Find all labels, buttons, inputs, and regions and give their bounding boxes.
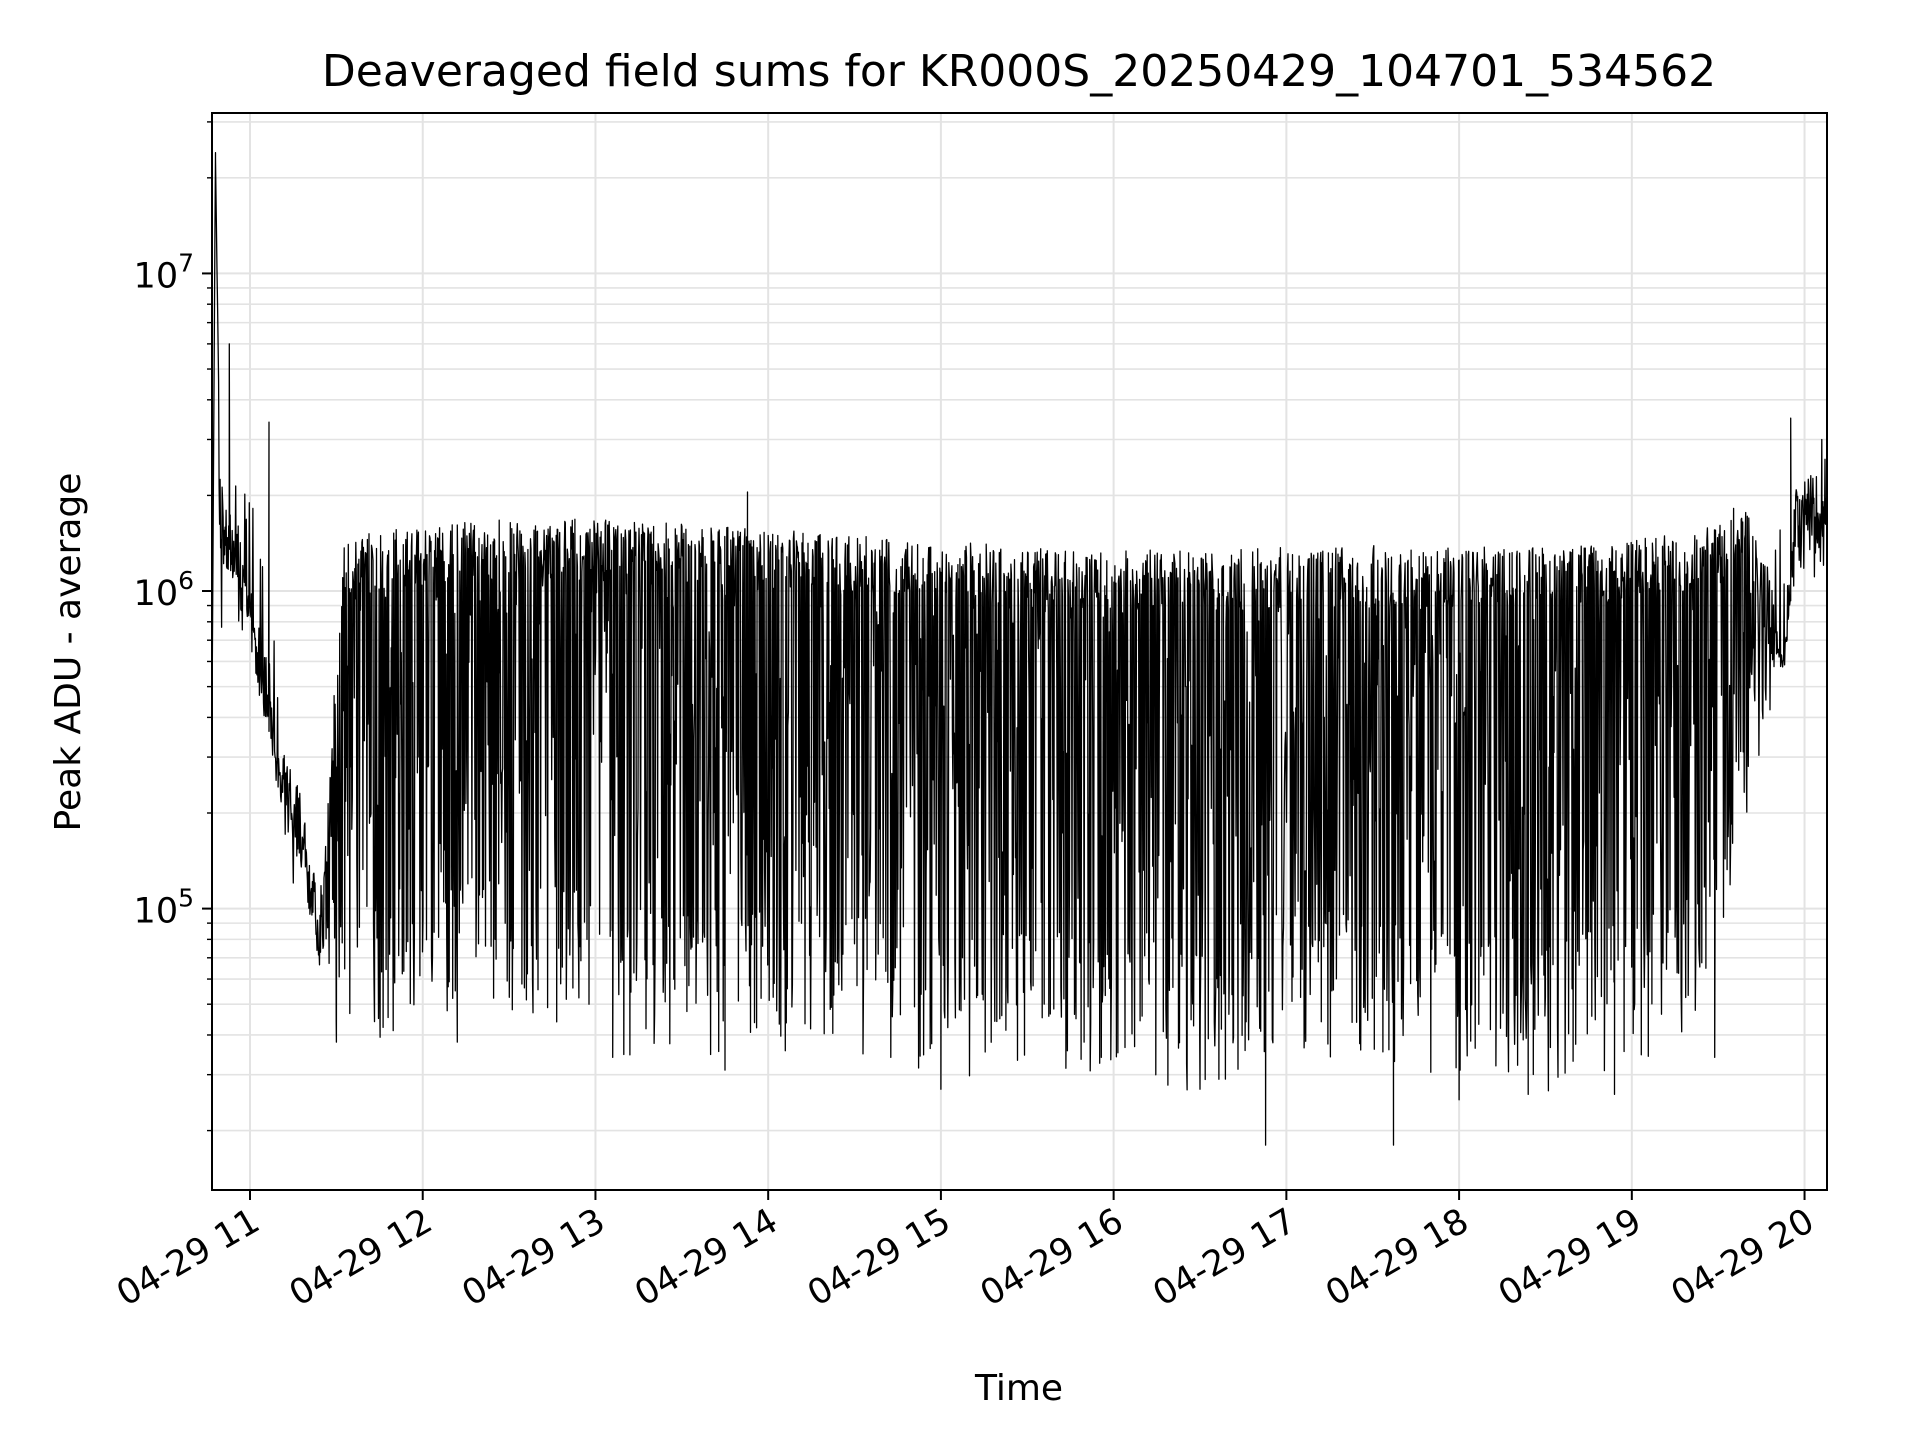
chart-title: Deaveraged field sums for KR000S_2025042… bbox=[322, 46, 1716, 97]
y-tick-label: 105 bbox=[134, 884, 194, 932]
x-axis-label: Time bbox=[974, 1368, 1063, 1409]
plot-area bbox=[211, 152, 1828, 1146]
plot-frame bbox=[211, 112, 1828, 1191]
y-tick-label: 106 bbox=[134, 566, 194, 614]
y-tick-label: 107 bbox=[134, 248, 194, 296]
series-line bbox=[211, 152, 1828, 1146]
y-axis-label: Peak ADU - average bbox=[48, 473, 89, 832]
